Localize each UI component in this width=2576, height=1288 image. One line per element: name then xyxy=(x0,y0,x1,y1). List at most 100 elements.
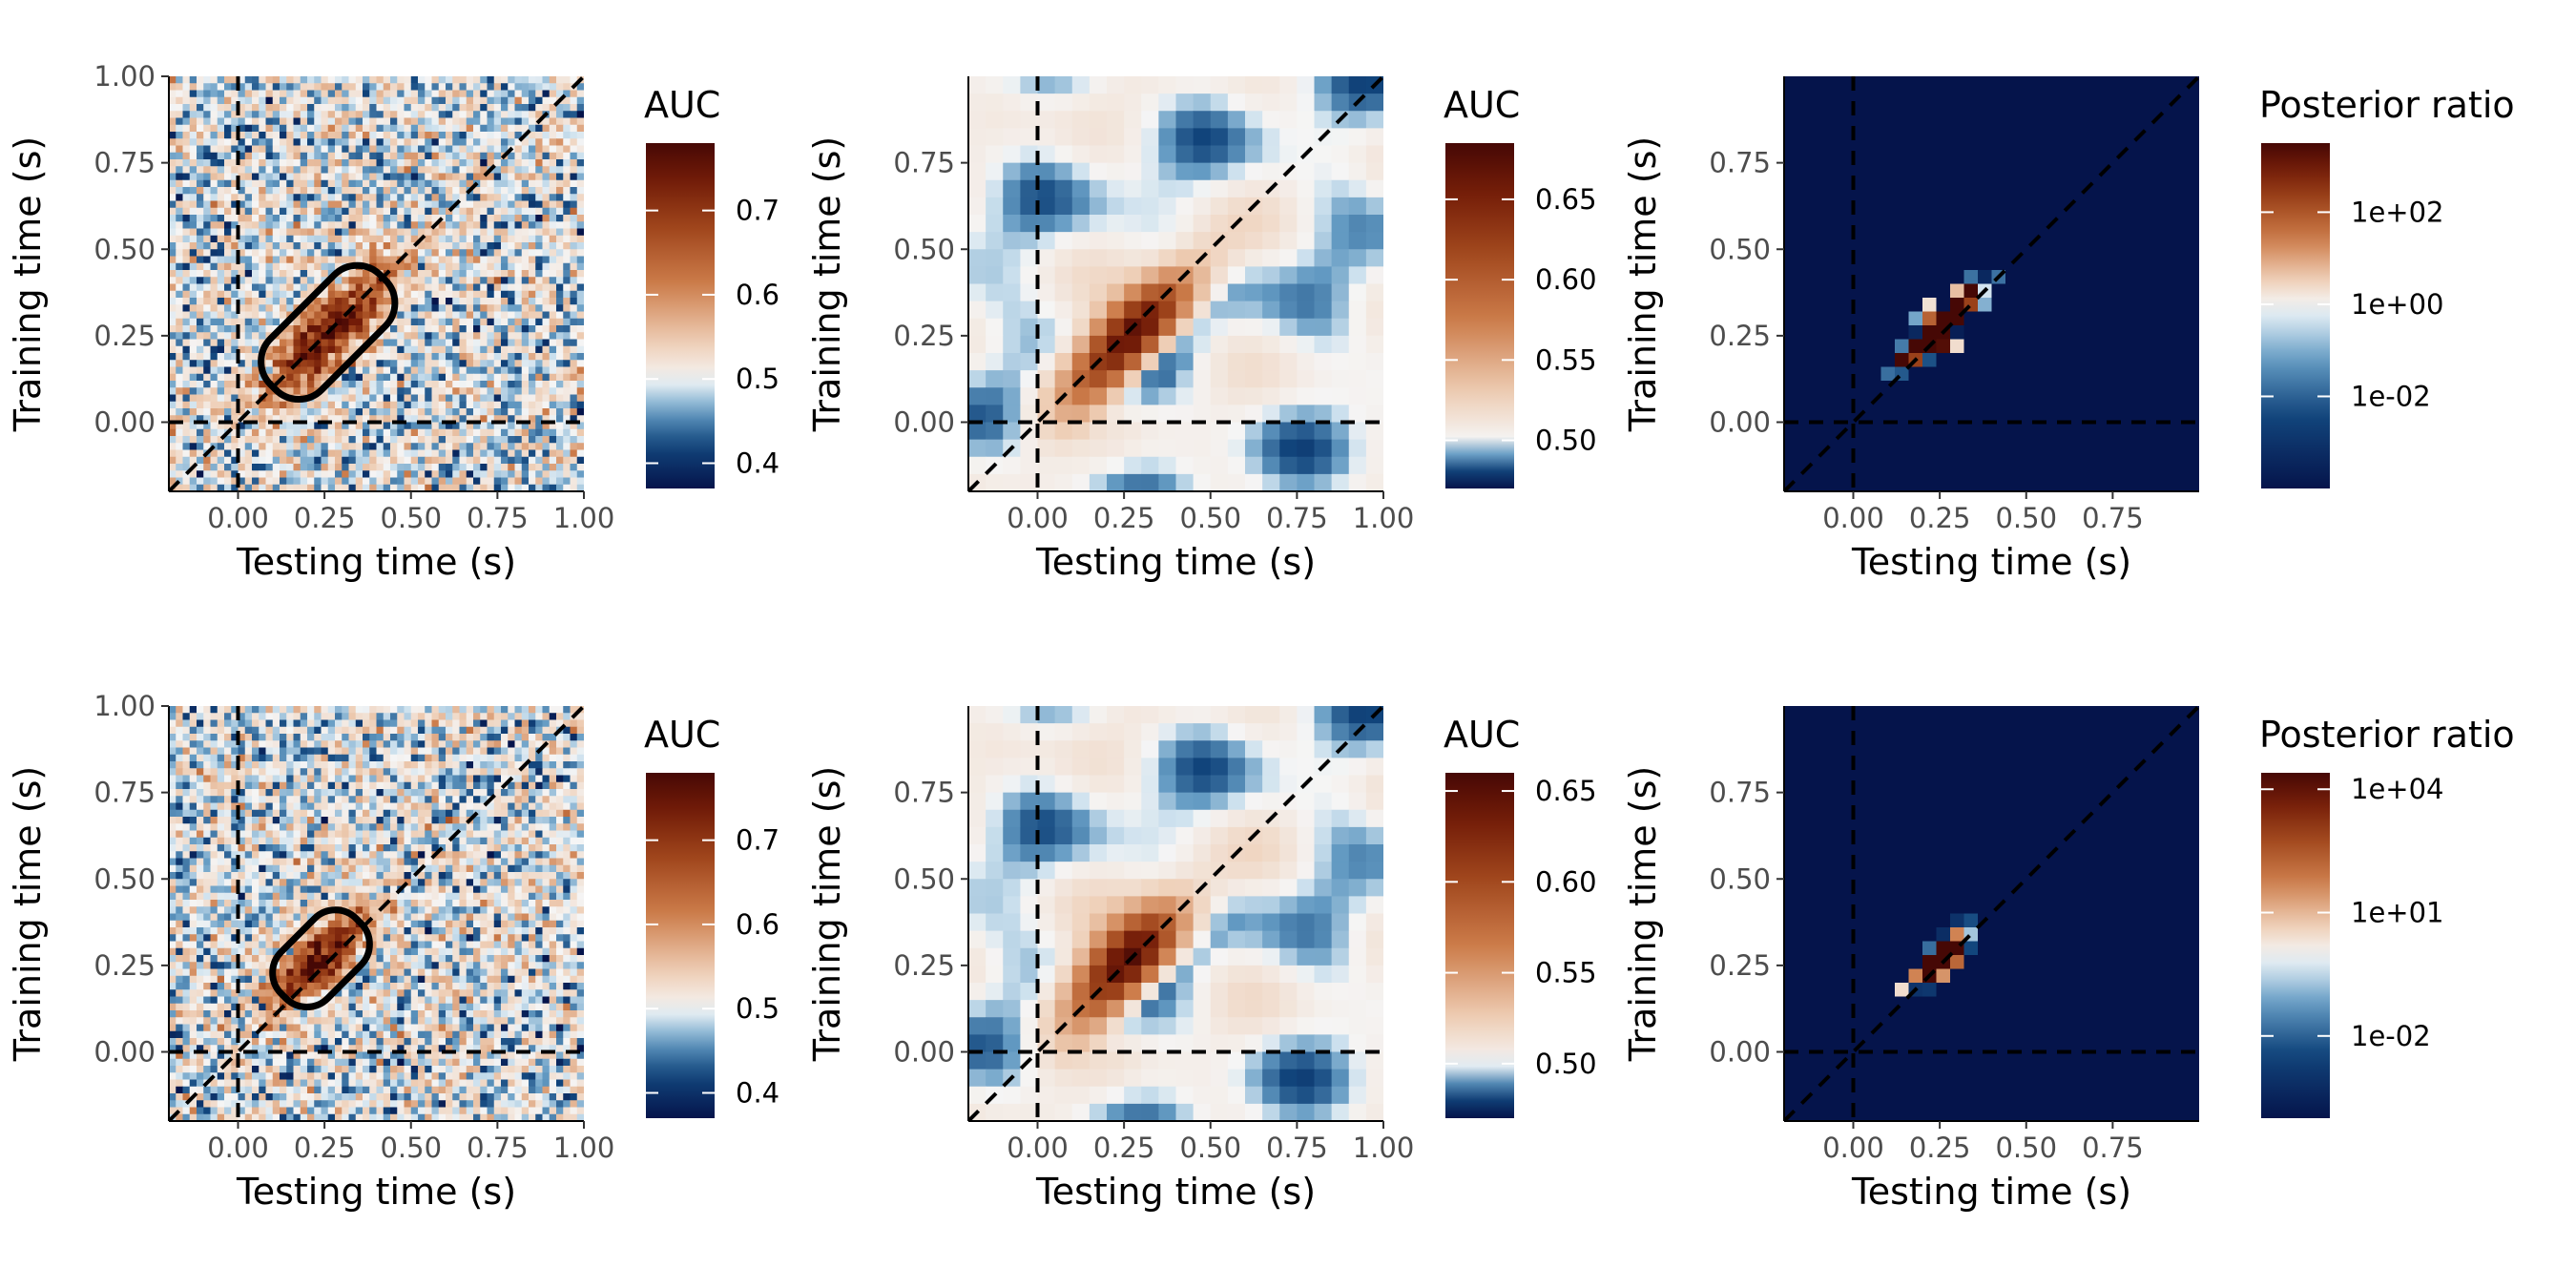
heatmap-cell xyxy=(1936,173,1951,188)
heatmap-cell xyxy=(169,76,177,84)
heatmap-cell xyxy=(238,449,246,458)
heatmap-cell xyxy=(217,200,225,209)
heatmap-cell xyxy=(1922,187,1938,202)
heatmap-cell xyxy=(1365,439,1383,458)
heatmap-cell xyxy=(1037,456,1056,475)
heatmap-cell xyxy=(1003,283,1021,302)
heatmap-cell xyxy=(487,124,495,133)
heatmap-cell xyxy=(1020,353,1039,371)
heatmap-cell xyxy=(514,111,523,119)
heatmap-cell xyxy=(549,318,557,326)
heatmap-cell xyxy=(321,304,329,313)
heatmap-cell xyxy=(1784,381,1799,396)
heatmap-cell xyxy=(508,339,516,347)
heatmap-cell xyxy=(446,353,453,361)
heatmap-cell xyxy=(1853,381,1868,396)
heatmap-cell xyxy=(431,215,440,222)
heatmap-cell xyxy=(182,456,191,465)
heatmap-cell xyxy=(272,228,280,237)
heatmap-cell xyxy=(466,194,474,202)
heatmap-cell xyxy=(570,145,578,154)
heatmap-cell xyxy=(563,262,571,271)
heatmap-cell xyxy=(169,290,177,299)
heatmap-cell xyxy=(2046,339,2062,354)
heatmap-cell xyxy=(446,138,453,147)
heatmap-cell xyxy=(176,138,184,147)
heatmap-cell xyxy=(480,360,488,368)
heatmap-cell xyxy=(376,428,384,437)
heatmap-cell xyxy=(390,90,398,98)
heatmap-cell xyxy=(238,166,246,175)
heatmap-cell xyxy=(259,436,267,444)
heatmap-cell xyxy=(176,277,184,285)
heatmap-cell xyxy=(431,277,440,285)
heatmap-cell xyxy=(542,381,551,388)
heatmap-cell xyxy=(2185,270,2199,285)
heatmap-cell xyxy=(2157,117,2172,133)
heatmap-cell xyxy=(556,76,564,84)
heatmap-cell xyxy=(390,277,398,285)
heatmap-cell xyxy=(363,408,370,416)
heatmap-cell xyxy=(1071,232,1091,250)
heatmap-cell xyxy=(1978,270,1993,285)
heatmap-cell xyxy=(1936,145,1951,160)
heatmap-cell xyxy=(390,401,398,409)
heatmap-cell xyxy=(390,366,398,375)
heatmap-cell xyxy=(542,173,551,181)
heatmap-cell xyxy=(563,470,571,479)
heatmap-cell xyxy=(473,166,481,175)
heatmap-cell xyxy=(286,456,295,465)
heatmap-cell xyxy=(176,443,184,451)
heatmap-cell xyxy=(1991,132,2006,147)
heatmap-cell xyxy=(2116,104,2131,119)
heatmap-cell xyxy=(176,484,184,491)
heatmap-cell xyxy=(452,428,461,437)
heatmap-cell xyxy=(410,215,419,222)
heatmap-cell xyxy=(189,449,197,458)
heatmap-cell xyxy=(425,90,433,98)
heatmap-cell xyxy=(487,415,495,424)
heatmap-cell xyxy=(259,408,267,416)
heatmap-cell xyxy=(1245,215,1263,233)
heatmap-cell xyxy=(2005,366,2021,382)
heatmap-cell xyxy=(1279,473,1298,491)
x-tick-label: 0.00 xyxy=(207,502,269,534)
heatmap-cell xyxy=(182,298,191,305)
heatmap-cell xyxy=(549,228,557,237)
heatmap-cell xyxy=(348,215,357,222)
heatmap-cell xyxy=(1331,266,1350,285)
heatmap-cell xyxy=(459,283,467,292)
heatmap-cell xyxy=(563,456,571,465)
heatmap-cell xyxy=(508,200,516,209)
heatmap-cell xyxy=(2157,173,2172,188)
heatmap-cell xyxy=(280,428,287,437)
heatmap-cell xyxy=(459,104,467,112)
heatmap-cell xyxy=(2019,298,2034,313)
heatmap-cell xyxy=(2033,325,2048,341)
heatmap-cell xyxy=(210,387,218,396)
heatmap-cell xyxy=(2171,187,2187,202)
heatmap-cell xyxy=(1867,159,1882,175)
heatmap-cell xyxy=(514,484,523,491)
heatmap-cell xyxy=(1089,301,1108,320)
heatmap-cell xyxy=(231,332,239,341)
heatmap-cell xyxy=(1314,370,1333,388)
heatmap-cell xyxy=(2102,242,2117,258)
heatmap-cell xyxy=(169,353,177,361)
heatmap-cell xyxy=(1797,311,1813,326)
heatmap-cell xyxy=(342,207,350,216)
heatmap-cell xyxy=(570,443,578,451)
heatmap-cell xyxy=(189,83,197,92)
heatmap-cell xyxy=(418,387,426,396)
heatmap-cell xyxy=(404,104,412,112)
heatmap-cell xyxy=(335,277,343,285)
heatmap-cell xyxy=(390,173,398,181)
heatmap-cell xyxy=(224,132,232,139)
heatmap-cell xyxy=(265,76,274,84)
heatmap-cell xyxy=(487,90,495,98)
heatmap-cell xyxy=(438,366,447,375)
heatmap-cell xyxy=(355,138,364,147)
heatmap-cell xyxy=(480,152,488,160)
heatmap-cell xyxy=(446,477,453,486)
heatmap-cell xyxy=(466,477,474,486)
